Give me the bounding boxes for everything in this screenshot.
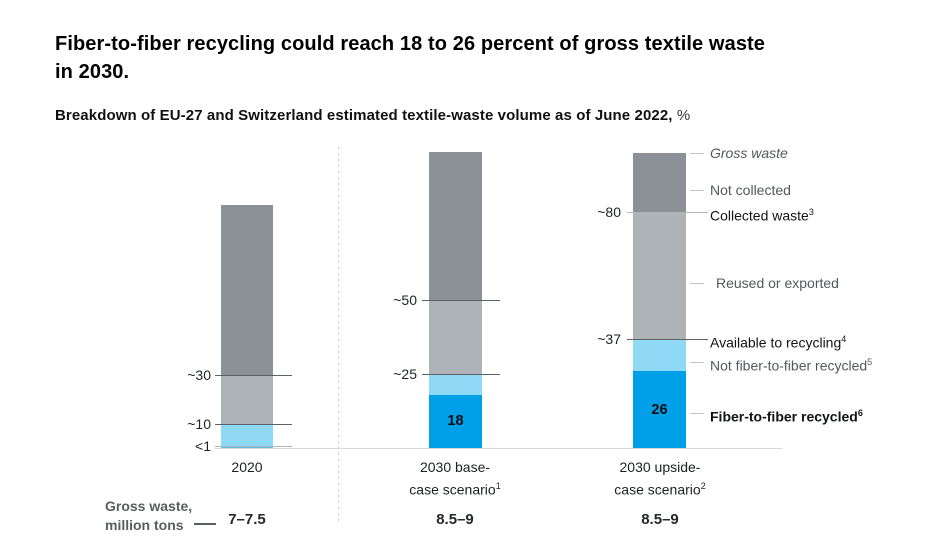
dotted-divider-line bbox=[338, 147, 339, 525]
tick-line bbox=[215, 445, 292, 447]
tick-label: <1 bbox=[195, 437, 211, 454]
annotation-dash bbox=[690, 362, 704, 364]
bar-segment-2030-upside: 26 bbox=[633, 371, 686, 448]
annotation-label: Gross waste bbox=[710, 145, 788, 161]
subtitle-text: Breakdown of EU-27 and Switzerland estim… bbox=[55, 107, 673, 124]
exhibit-title: Fiber-to-fiber recycling could reach 18 … bbox=[55, 30, 925, 86]
bar-segment-2030-base bbox=[429, 152, 482, 300]
annotation-dash bbox=[690, 189, 704, 191]
percent-unit: % bbox=[672, 107, 691, 124]
bar-segment-2030-upside bbox=[633, 153, 686, 212]
annotation-label: Reused or exported bbox=[716, 274, 839, 291]
gross-waste-row-label: Gross waste, million tons bbox=[105, 498, 193, 533]
bar-value-label: 18 bbox=[447, 413, 464, 430]
bar-segment-2020 bbox=[221, 205, 273, 376]
annotation-label: Not collected bbox=[710, 181, 791, 198]
gross-waste-value: 8.5–9 bbox=[641, 511, 679, 528]
tick-line bbox=[422, 300, 500, 301]
gross-waste-value: 8.5–9 bbox=[436, 511, 474, 528]
tick-line bbox=[627, 212, 708, 213]
tick-label: ~25 bbox=[393, 366, 417, 382]
annotation-dash bbox=[690, 412, 704, 414]
tick-label: ~50 bbox=[393, 292, 417, 308]
category-label-2030-upside: 2030 upside-case scenario2 bbox=[614, 459, 706, 498]
category-label-2030-base: 2030 base-case scenario1 bbox=[409, 459, 501, 498]
gross-waste-dash bbox=[194, 523, 216, 525]
tick-line bbox=[215, 375, 292, 377]
tick-label: ~10 bbox=[187, 415, 211, 432]
bar-segment-2030-base bbox=[429, 374, 482, 395]
annotation-label: Collected waste3 bbox=[710, 207, 814, 224]
axis-baseline bbox=[215, 448, 782, 449]
bar-segment-2030-base bbox=[429, 300, 482, 374]
title-line-1: Fiber-to-fiber recycling could reach 18 … bbox=[55, 33, 766, 55]
annotation-label: Fiber-to-fiber recycled6 bbox=[710, 407, 863, 425]
annotation-label: Available to recycling4 bbox=[710, 333, 847, 351]
bar-segment-2030-base: 18 bbox=[429, 394, 482, 448]
exhibit-subtitle: Breakdown of EU-27 and Switzerland estim… bbox=[55, 107, 690, 124]
tick-label: ~80 bbox=[597, 204, 621, 220]
bar-segment-2020 bbox=[221, 423, 273, 446]
tick-label: ~37 bbox=[597, 330, 621, 347]
bar-segment-2030-upside bbox=[633, 212, 686, 339]
bar-segment-2020 bbox=[221, 445, 273, 448]
annotation-label: Not fiber-to-fiber recycled5 bbox=[710, 357, 873, 375]
tick-label: ~30 bbox=[187, 367, 211, 384]
annotation-dash bbox=[690, 153, 704, 154]
title-line-2: in 2030. bbox=[55, 61, 130, 83]
tick-line bbox=[215, 423, 292, 425]
bar-value-label: 26 bbox=[651, 401, 668, 418]
category-label-2020: 2020 bbox=[231, 459, 263, 475]
tick-line bbox=[422, 374, 500, 375]
gross-waste-value: 7–7.5 bbox=[228, 511, 266, 528]
annotation-dash bbox=[690, 282, 704, 284]
bar-segment-2020 bbox=[221, 375, 273, 424]
tick-line bbox=[627, 338, 708, 340]
bar-segment-2030-upside bbox=[633, 338, 686, 372]
